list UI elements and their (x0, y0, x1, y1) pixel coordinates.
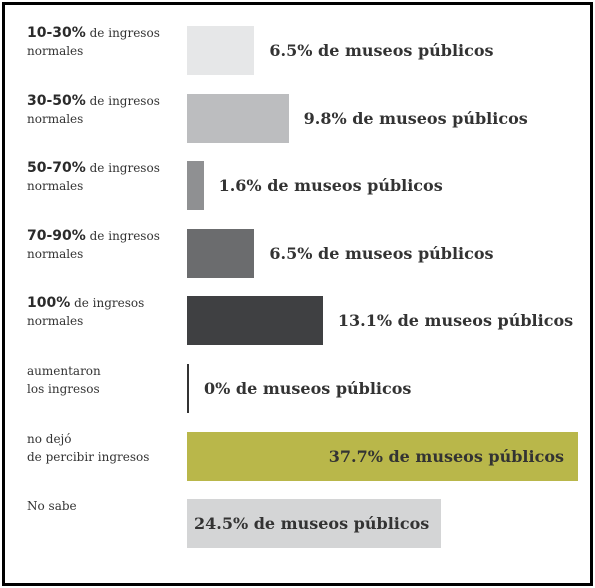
bar (187, 431, 578, 481)
bar (187, 26, 255, 75)
bar (187, 93, 289, 143)
value-label: 6.5% de museos públicos (269, 243, 494, 263)
value-label: 1.6% de museos públicos (218, 176, 443, 196)
category-label: 100% de ingresos normales (27, 295, 145, 329)
category-label: no dejó de percibir ingresos (27, 431, 150, 464)
value-label: 24.5% de museos públicos (194, 514, 430, 534)
value-label: 37.7% de museos públicos (328, 446, 564, 466)
value-label: 9.8% de museos públicos (303, 108, 528, 128)
category-label: aumentaron los ingresos (27, 364, 101, 396)
bar (187, 161, 204, 211)
category-label: 30-50% de ingresos normales (27, 92, 160, 126)
bar (187, 296, 323, 346)
category-label: No sabe (27, 499, 77, 514)
value-label: 6.5% de museos públicos (269, 41, 494, 60)
bar (187, 228, 255, 278)
value-label: 0% de museos públicos (204, 379, 412, 398)
category-label: 10-30% de ingresos normales (27, 25, 160, 58)
value-label: 13.1% de museos públicos (337, 311, 574, 331)
category-label: 70-90% de ingresos normales (27, 227, 160, 261)
bar (187, 364, 189, 413)
bar (187, 499, 442, 549)
category-label: 50-70% de ingresos normales (27, 160, 160, 194)
